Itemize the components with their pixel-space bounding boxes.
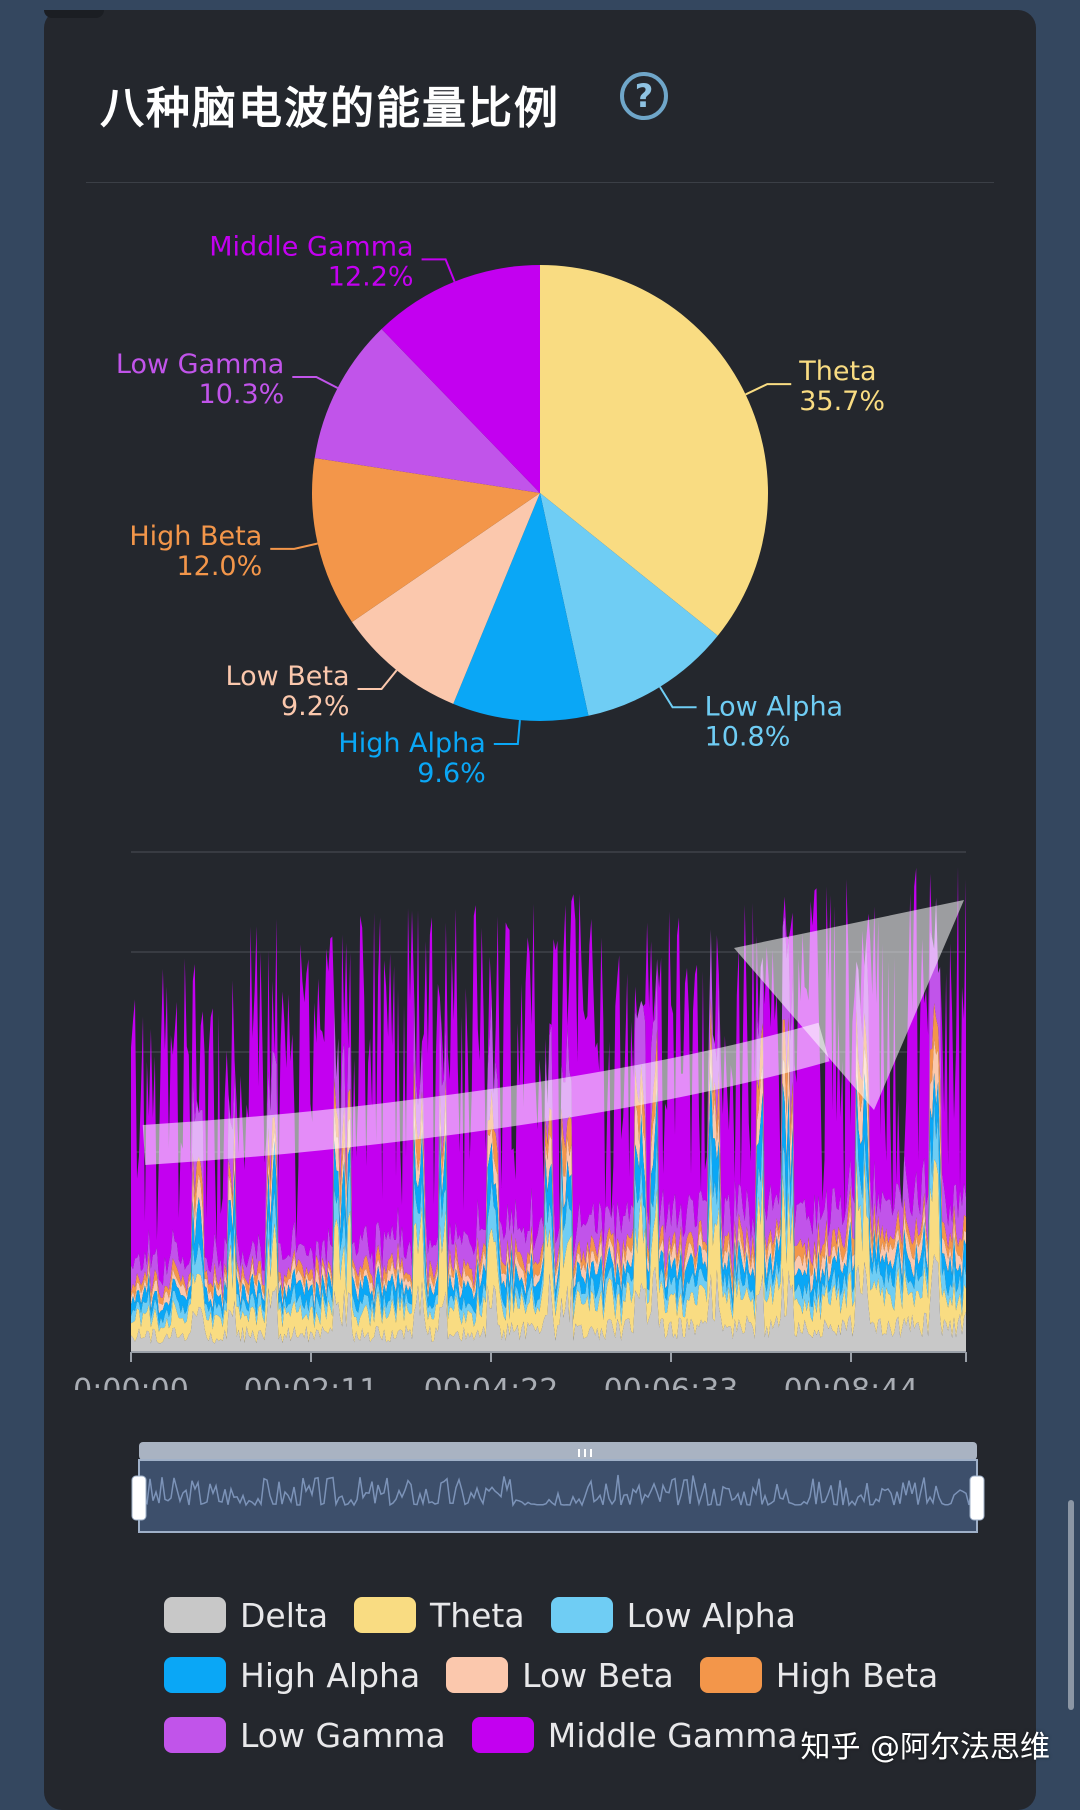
stacked-area-chart: 0:00:00 00:02:11 00:04:22 00:06:33 00:08:44: [73, 851, 967, 1390]
pie-leader-theta: [745, 383, 792, 396]
area-series-high-beta[interactable]: [131, 998, 966, 1305]
area-series-low-beta[interactable]: [131, 1028, 966, 1314]
zoom-handle-left[interactable]: [131, 1475, 147, 1521]
zoom-track-top[interactable]: [139, 1442, 977, 1460]
legend-label: Low Gamma: [240, 1715, 446, 1755]
legend-swatch: [164, 1657, 226, 1693]
pie-leader-middle-gamma: [421, 258, 456, 282]
zoom-handle-right[interactable]: [969, 1475, 985, 1521]
pie-slice-low-beta[interactable]: [351, 493, 540, 704]
divider: [86, 182, 994, 183]
card-corner: [44, 10, 104, 18]
legend-label: Theta: [430, 1595, 525, 1635]
chart-title: 八种脑电波的能量比例: [100, 83, 560, 134]
legend-label: Middle Gamma: [547, 1715, 798, 1755]
legend-item-high-beta[interactable]: High Beta: [699, 1655, 939, 1695]
pie-label-low-alpha: Low Alpha: [705, 691, 844, 722]
zoom-preview-line: [143, 1474, 973, 1508]
legend-swatch: [699, 1657, 762, 1693]
x-tick-label: 00:06:33: [604, 1373, 739, 1390]
pie-label-low-gamma: Low Gamma: [116, 349, 284, 380]
area-series-high-alpha[interactable]: [131, 1072, 966, 1327]
legend-row: Delta Theta Low Alpha: [164, 1585, 1044, 1645]
legend-swatch: [354, 1597, 417, 1633]
zoom-grip-icon[interactable]: [578, 1449, 580, 1457]
legend-item-low-alpha[interactable]: Low Alpha: [550, 1595, 796, 1635]
zoom-slider[interactable]: [44, 1430, 1036, 1540]
legend-item-theta[interactable]: Theta: [354, 1596, 525, 1635]
area-series-low-alpha[interactable]: [131, 1100, 966, 1332]
pie-label-theta: Theta: [798, 356, 876, 387]
legend-label: Delta: [240, 1595, 329, 1635]
pie-slice-theta[interactable]: [540, 265, 768, 636]
legend-item-delta[interactable]: Delta: [164, 1596, 328, 1635]
page-scrollbar[interactable]: [1068, 1500, 1074, 1710]
x-tick-label: 00:08:44: [784, 1373, 919, 1390]
legend-label: High Beta: [775, 1655, 939, 1695]
pie-value-theta: 35.7%: [799, 386, 885, 417]
pie-slice-low-alpha[interactable]: [540, 493, 718, 716]
pie-label-high-beta: High Beta: [129, 521, 262, 552]
legend-item-middle-gamma[interactable]: Middle Gamma: [471, 1715, 798, 1755]
trend-arrow-shaft: [142, 1022, 830, 1165]
legend-swatch: [446, 1657, 509, 1693]
chart-card: 八种脑电波的能量比例 ? Theta 35.7% Low Alpha 10.8% Hig…: [44, 10, 1036, 1810]
pie-label-high-alpha: High Alpha: [338, 728, 485, 759]
legend-swatch: [550, 1597, 613, 1633]
pie-label-low-beta: Low Beta: [226, 661, 350, 692]
pie-leader-low-beta: [357, 669, 398, 690]
pie-value-middle-gamma: 12.2%: [328, 261, 414, 292]
legend-label: Low Alpha: [626, 1595, 796, 1635]
x-tick-label: 00:02:11: [244, 1373, 379, 1390]
x-tick-label: 00:04:22: [424, 1373, 559, 1390]
legend-row: High Alpha Low Beta High Beta: [164, 1645, 1044, 1705]
x-tick-label: 0:00:00: [73, 1373, 189, 1390]
area-series-theta[interactable]: [131, 1158, 966, 1344]
pie-leader-low-gamma: [292, 375, 339, 389]
legend-row: Low Gamma Middle Gamma: [164, 1705, 1044, 1765]
pie-leader-high-alpha: [493, 720, 521, 746]
zoom-grip-icon[interactable]: [590, 1449, 592, 1457]
legend-item-low-gamma[interactable]: Low Gamma: [164, 1716, 446, 1755]
legend-label: Low Beta: [522, 1655, 674, 1695]
pie-slice-low-gamma[interactable]: [314, 329, 540, 493]
zoom-grip-icon[interactable]: [584, 1449, 586, 1457]
legend-item-high-alpha[interactable]: High Alpha: [164, 1656, 420, 1695]
pie-leader-high-beta: [270, 542, 318, 550]
pie-slice-high-alpha[interactable]: [453, 493, 589, 722]
pie-slice-high-beta[interactable]: [312, 457, 540, 622]
pie-leader-low-alpha: [659, 686, 697, 709]
legend-swatch: [164, 1717, 226, 1753]
legend-item-low-beta[interactable]: Low Beta: [446, 1656, 674, 1695]
watermark: 知乎 @阿尔法思维: [800, 1730, 1050, 1765]
legend-swatch: [164, 1597, 226, 1633]
pie-label-middle-gamma: Middle Gamma: [209, 231, 413, 262]
pie-value-low-alpha: 10.8%: [705, 721, 791, 752]
area-series-delta[interactable]: [131, 1254, 966, 1352]
legend-label: High Alpha: [240, 1655, 421, 1695]
pie-slice-middle-gamma[interactable]: [381, 265, 540, 493]
legend: Delta Theta Low Alpha High Alpha Low Beta Hig…: [164, 1585, 1044, 1765]
pie-value-low-beta: 9.2%: [281, 691, 350, 722]
pie-value-low-gamma: 10.3%: [199, 379, 285, 410]
question-circle-icon[interactable]: ?: [620, 72, 668, 120]
pie-value-high-beta: 12.0%: [176, 551, 262, 582]
legend-swatch: [471, 1717, 534, 1753]
pie-value-high-alpha: 9.6%: [417, 758, 486, 789]
trend-arrow-head: [734, 900, 964, 1110]
